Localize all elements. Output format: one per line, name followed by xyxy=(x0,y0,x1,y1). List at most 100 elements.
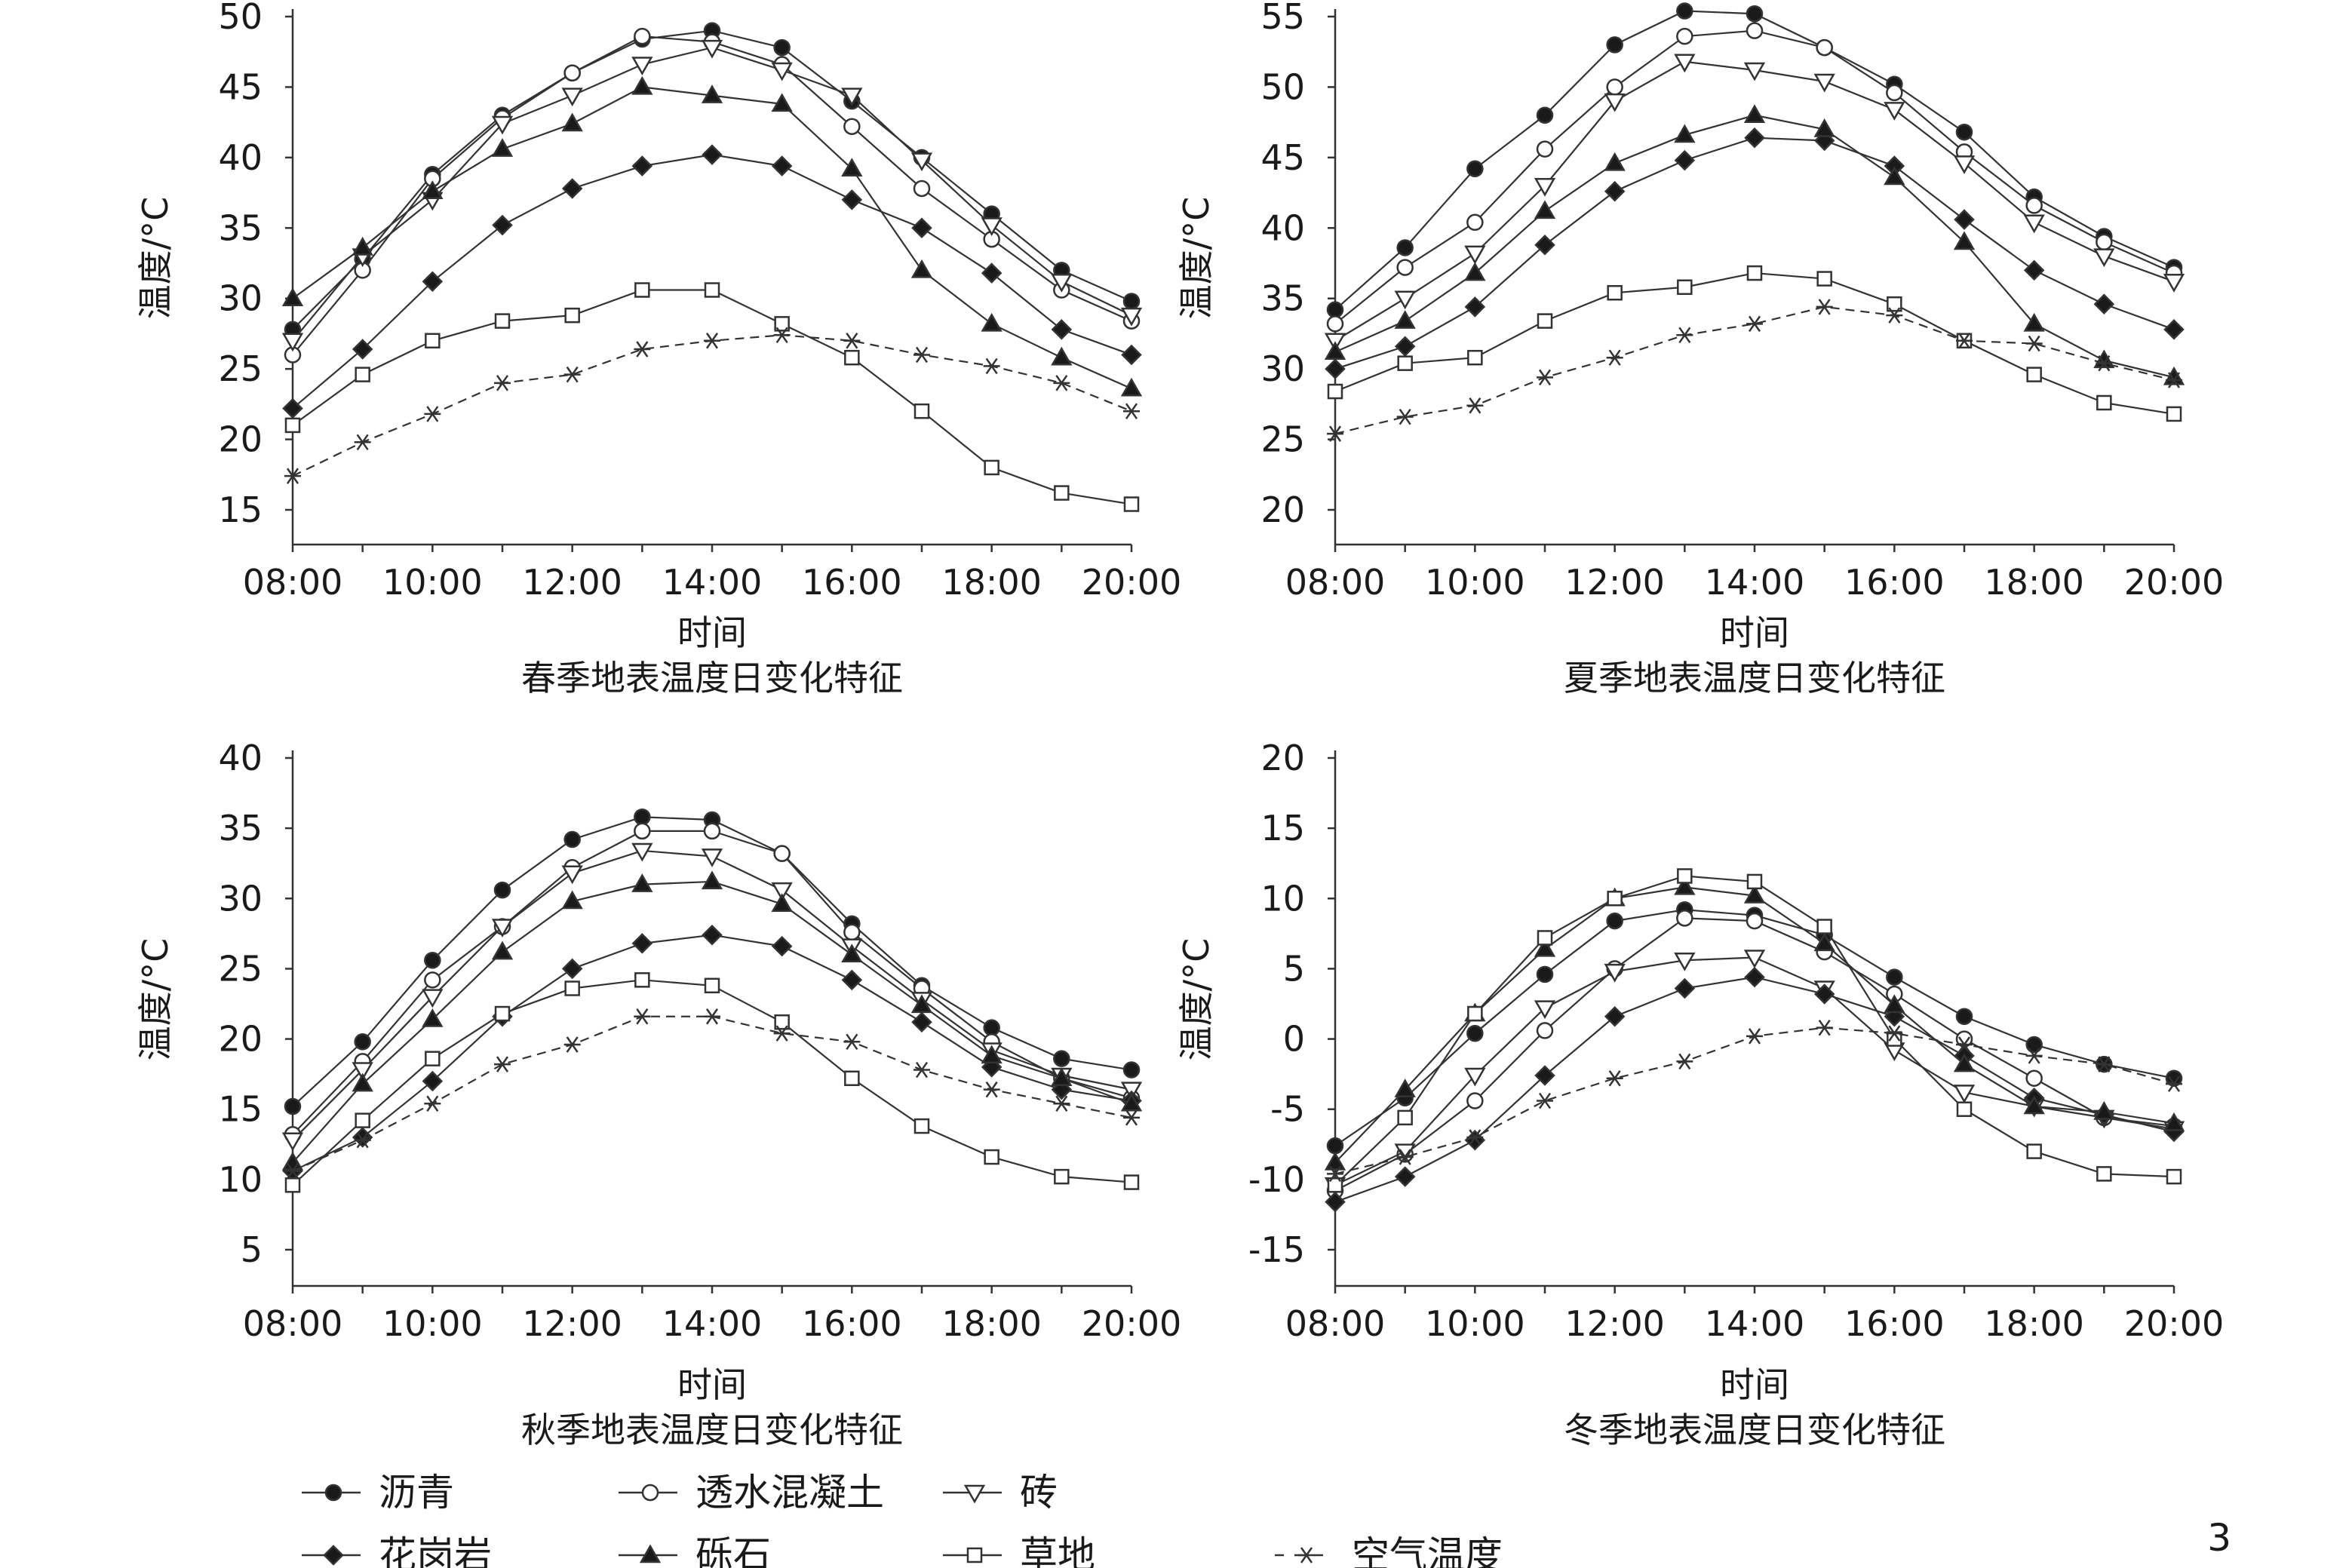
data-point xyxy=(1953,231,1976,250)
data-point xyxy=(773,845,791,862)
data-point xyxy=(1604,152,1626,171)
data-point xyxy=(1674,124,1696,143)
data-point xyxy=(701,39,723,59)
data-point xyxy=(1396,259,1414,276)
x-tick-label: 10:00 xyxy=(1425,562,1525,603)
series-3 xyxy=(1324,54,2185,352)
data-point xyxy=(1606,1070,1623,1087)
data-point xyxy=(491,115,514,135)
data-point xyxy=(634,822,651,840)
series-6 xyxy=(1327,868,2182,1193)
data-point xyxy=(1816,919,1832,934)
data-point xyxy=(1324,1151,1346,1171)
y-tick-label: 20 xyxy=(1260,489,1305,530)
data-point xyxy=(983,1081,1000,1098)
x-tick-label: 14:00 xyxy=(662,1303,763,1344)
series-line xyxy=(1334,60,2175,342)
data-point xyxy=(1397,1109,1413,1126)
data-point xyxy=(913,1061,930,1079)
chart-panel-1: 15 20 25 30 35 40 45 50 08:00 10:00 12:00 14:00 16:0… xyxy=(135,0,1181,698)
data-point xyxy=(1054,485,1070,501)
data-point xyxy=(1953,1085,1976,1103)
data-point xyxy=(563,366,581,383)
data-point xyxy=(1676,1053,1693,1070)
y-tick-label: 40 xyxy=(218,137,263,178)
data-point xyxy=(2096,233,2113,251)
y-tick-label: 20 xyxy=(1260,738,1305,778)
data-point xyxy=(1394,1079,1416,1097)
x-tick-label: 16:00 xyxy=(1844,562,1945,603)
data-point xyxy=(425,1051,441,1066)
data-point xyxy=(424,971,441,989)
data-point xyxy=(1743,62,1766,81)
data-point xyxy=(491,138,514,157)
y-tick-label: 25 xyxy=(218,948,263,989)
y-tick-label: 30 xyxy=(218,278,263,319)
y-tick-label: 40 xyxy=(1260,207,1305,248)
data-point xyxy=(1396,1149,1414,1165)
data-point xyxy=(774,1014,790,1030)
data-point xyxy=(1123,403,1140,419)
x-tick-label: 14:00 xyxy=(1705,562,1805,603)
data-point xyxy=(1813,983,1835,1005)
data-point xyxy=(1325,1191,1346,1213)
data-point xyxy=(1677,279,1693,296)
data-point xyxy=(1394,336,1416,357)
data-point xyxy=(771,935,793,957)
series-line xyxy=(292,934,1132,1172)
y-tick-label: 50 xyxy=(218,0,263,37)
x-tick-label: 18:00 xyxy=(1984,1303,2084,1344)
data-point xyxy=(1676,327,1693,344)
y-tick-label: 35 xyxy=(218,207,263,248)
data-point xyxy=(1534,177,1556,197)
data-point xyxy=(1327,1165,1343,1183)
data-point xyxy=(2093,1100,2115,1120)
x-axis-label: 时间 xyxy=(1720,612,1789,653)
x-tick-label: 12:00 xyxy=(1564,562,1665,603)
data-point xyxy=(981,312,1003,332)
data-point xyxy=(1816,38,1833,57)
data-point xyxy=(1607,891,1623,907)
x-tick-label: 16:00 xyxy=(1844,1303,1945,1344)
data-point xyxy=(281,1132,304,1152)
data-point xyxy=(1464,1067,1486,1087)
data-point xyxy=(2025,1048,2043,1064)
data-point xyxy=(1534,937,1556,957)
data-point xyxy=(561,178,583,199)
series-6 xyxy=(1327,265,2182,422)
data-point xyxy=(771,93,793,112)
data-point xyxy=(1536,106,1554,124)
chart-title: 冬季地表温度日变化特征 xyxy=(1564,1410,1945,1450)
data-point xyxy=(1122,293,1141,310)
data-point xyxy=(701,870,723,890)
data-point xyxy=(1813,73,1835,93)
data-point xyxy=(493,881,511,899)
data-point xyxy=(1123,1109,1140,1126)
data-point xyxy=(1674,953,1696,971)
legend-label: 空气温度 xyxy=(1352,1533,1503,1568)
data-point xyxy=(1534,200,1556,219)
series-line xyxy=(292,289,1132,505)
data-point xyxy=(1816,299,1833,315)
data-point xyxy=(424,1095,441,1112)
data-point xyxy=(913,346,930,364)
data-point xyxy=(563,1036,581,1053)
x-tick-label: 14:00 xyxy=(1705,1303,1805,1344)
data-point xyxy=(1120,307,1143,327)
y-tick-label: 10 xyxy=(1260,878,1305,919)
data-point xyxy=(1744,127,1765,149)
series-line xyxy=(292,334,1132,477)
data-point xyxy=(1676,910,1693,927)
data-point xyxy=(1746,315,1763,333)
data-point xyxy=(354,1131,371,1149)
x-tick-label: 16:00 xyxy=(802,1303,902,1344)
data-point xyxy=(563,64,581,81)
data-point xyxy=(1054,1168,1070,1185)
legend-item-2: 透水混凝土 xyxy=(619,1471,884,1514)
data-point xyxy=(1536,965,1554,983)
data-point xyxy=(1606,78,1623,96)
data-point xyxy=(1466,1024,1484,1042)
y-axis-label: 温度/°C xyxy=(1176,938,1217,1061)
data-point xyxy=(2166,1076,2182,1092)
